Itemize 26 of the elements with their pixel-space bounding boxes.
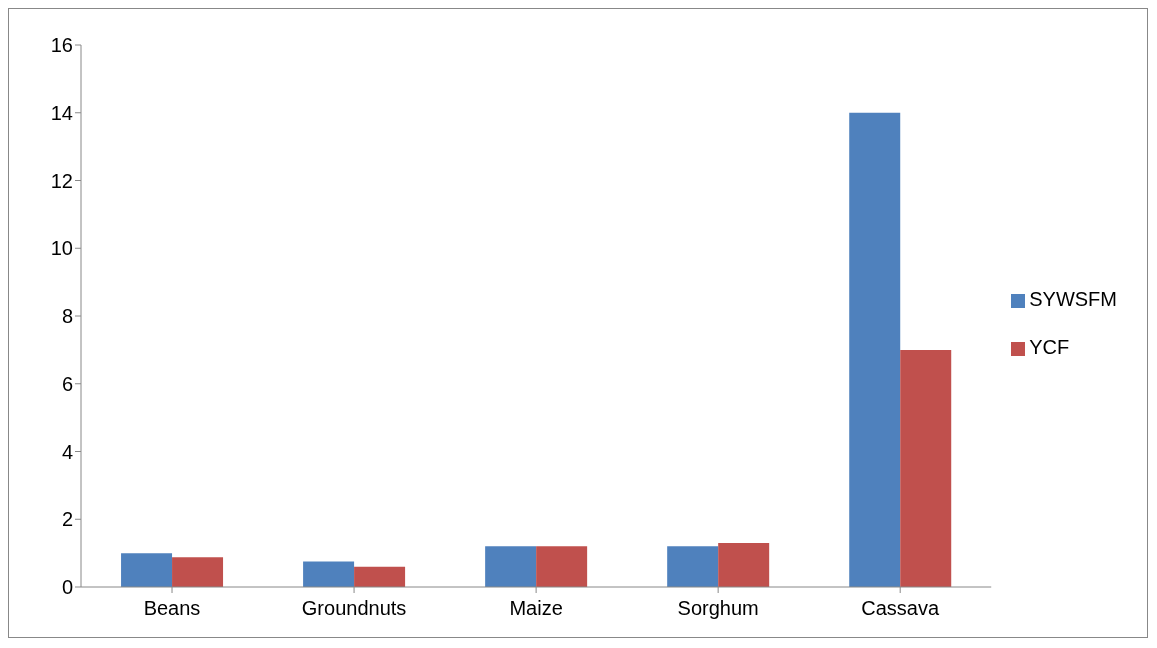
y-tick-label: 0	[61, 576, 73, 599]
y-tick-label: 14	[50, 101, 73, 124]
x-tick-label: Sorghum	[677, 597, 759, 620]
bar	[536, 546, 588, 587]
bar	[354, 566, 406, 587]
legend-label: SYWSFM	[1029, 288, 1117, 310]
bar	[667, 546, 719, 587]
y-tick-label: 10	[50, 237, 73, 260]
y-tick-label: 4	[61, 440, 73, 463]
bar	[849, 112, 901, 587]
x-tick-label: Groundnuts	[301, 597, 407, 620]
x-tick-label: Maize	[509, 597, 563, 620]
y-tick-label: 12	[50, 169, 73, 192]
y-tick-label: 6	[61, 372, 73, 395]
x-tick-label: Cassava	[861, 597, 940, 620]
y-tick-label: 8	[61, 305, 73, 328]
bar	[172, 557, 224, 587]
bar	[900, 349, 952, 587]
bar	[485, 546, 537, 587]
y-tick-label: 16	[50, 34, 73, 57]
bar	[303, 561, 355, 587]
legend-label: YCF	[1029, 336, 1070, 358]
y-tick-label: 2	[61, 508, 73, 531]
bar	[121, 553, 173, 587]
bar	[718, 542, 770, 587]
x-tick-label: Beans	[143, 597, 201, 620]
